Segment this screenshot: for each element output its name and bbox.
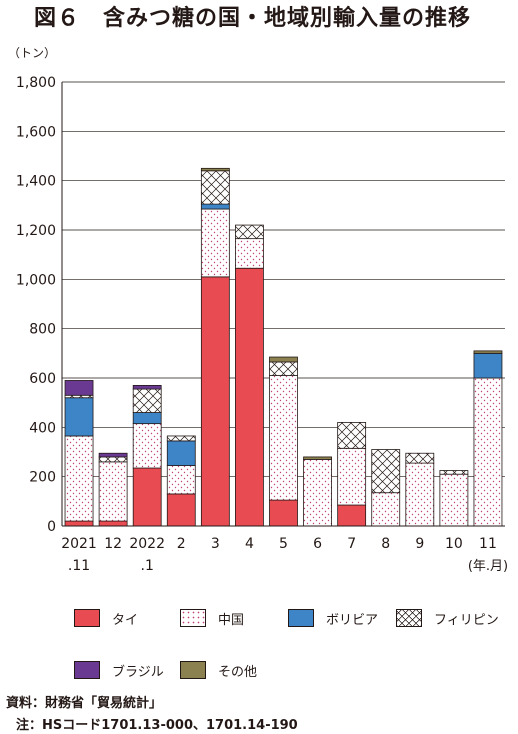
bar-segment-china xyxy=(269,375,298,501)
legend-swatch-bolivia xyxy=(288,609,314,627)
y-tick-label: 200 xyxy=(29,470,56,486)
x-tick-label: 2022 xyxy=(129,536,165,552)
legend-item-china: 中国 xyxy=(180,608,244,628)
bar-segment-china xyxy=(337,447,367,506)
bar-segment-other xyxy=(473,350,503,354)
bar-segment-philippines xyxy=(269,361,298,376)
bar-segment-thai xyxy=(166,493,196,527)
bar-segment-philippines xyxy=(439,470,469,475)
bar-segment-philippines xyxy=(132,388,162,413)
bar-segment-china xyxy=(235,238,264,269)
bar-segment-bolivia xyxy=(473,352,503,379)
legend-item-thai: タイ xyxy=(74,608,138,628)
bar-segment-china xyxy=(98,461,128,522)
y-tick-label: 1,800 xyxy=(16,75,56,91)
bar-segment-china xyxy=(132,423,162,469)
source-text: 資料：財務省「貿易統計」 xyxy=(6,696,163,711)
x-tick-label: 8 xyxy=(381,536,390,552)
x-tick-label: 9 xyxy=(415,536,424,552)
bar-segment-brazil xyxy=(64,380,94,396)
x-tick-label: 7 xyxy=(347,536,356,552)
legend-swatch-thai xyxy=(74,609,100,627)
bar-segment-china xyxy=(405,462,435,527)
legend-item-other: その他 xyxy=(180,660,257,680)
y-tick-label: 1,400 xyxy=(16,174,56,190)
legend-label: フィリピン xyxy=(434,612,499,628)
legend-swatch-philippines xyxy=(396,609,422,627)
y-tick-label: 1,200 xyxy=(16,223,56,239)
x-tick-label: 11 xyxy=(479,536,497,552)
bar-segment-philippines xyxy=(98,456,128,463)
x-tick-label: .1 xyxy=(141,558,154,574)
x-axis-unit-label: (年.月) xyxy=(468,559,508,574)
legend-label: ボリビア xyxy=(326,612,379,628)
legend-item-bolivia: ボリビア xyxy=(288,608,378,628)
x-tick-label: .11 xyxy=(68,558,90,574)
bar-segment-thai xyxy=(64,520,94,527)
legend-swatch-other xyxy=(180,661,206,679)
legend-item-philippines: フィリピン xyxy=(396,608,499,628)
y-tick-label: 600 xyxy=(29,371,56,387)
bar-segment-philippines xyxy=(371,449,401,494)
y-tick-label: 400 xyxy=(29,420,56,436)
y-tick-label: 1,600 xyxy=(16,124,56,140)
legend-swatch-brazil xyxy=(74,661,100,679)
bar-segment-philippines xyxy=(166,435,196,442)
x-tick-label: 2 xyxy=(177,536,186,552)
bar-segment-bolivia xyxy=(132,412,162,425)
bar-segment-thai xyxy=(200,276,230,527)
legend-label: ブラジル xyxy=(112,664,164,680)
bar-segment-thai xyxy=(269,499,298,527)
bar-chart: 0 200 400 600 800 1,000 1,200 1,400 1,600 1,800 20… xyxy=(16,75,508,574)
chart-title: 図６ 含みつ糖の国・地域別輸入量の推移 xyxy=(34,6,472,31)
bar-segment-thai xyxy=(132,467,162,527)
bar-segment-thai xyxy=(337,504,367,527)
bar-segment-philippines xyxy=(337,421,367,449)
bar-segment-china xyxy=(200,208,230,278)
x-tick-label: 3 xyxy=(211,536,220,552)
x-tick-label: 5 xyxy=(279,536,288,552)
bar-segment-philippines xyxy=(235,224,264,240)
legend-label: タイ xyxy=(112,612,139,628)
bar-segment-china xyxy=(371,492,401,527)
y-axis-unit-label: （トン） xyxy=(8,46,57,60)
legend-label: 中国 xyxy=(218,612,245,628)
bar-segment-other xyxy=(303,456,332,460)
y-tick-label: 800 xyxy=(29,322,56,338)
y-tick-label: 0 xyxy=(47,519,56,535)
bar-segment-china xyxy=(473,377,503,527)
y-tick-label: 1,000 xyxy=(16,272,56,288)
x-tick-label: 4 xyxy=(245,536,254,552)
x-tick-label: 6 xyxy=(313,536,322,552)
bar-segment-other xyxy=(200,167,230,172)
legend-swatch-china xyxy=(180,609,206,627)
legend-item-brazil: ブラジル xyxy=(74,660,164,680)
bar-segment-philippines xyxy=(405,452,435,464)
x-tick-label: 12 xyxy=(104,536,122,552)
note-text: 注：HSコード1701.13-000、1701.14-190 xyxy=(16,718,298,733)
bar-segment-china xyxy=(303,458,332,527)
bar-segment-philippines xyxy=(200,170,230,205)
legend-label: その他 xyxy=(218,664,258,680)
bar-segment-china xyxy=(166,465,196,495)
bar-segment-bolivia xyxy=(200,203,230,210)
bar-segment-china xyxy=(64,435,94,522)
bar-segment-brazil xyxy=(98,452,128,458)
bar-segment-thai xyxy=(98,520,128,527)
bar-segment-brazil xyxy=(132,384,162,390)
x-tick-label: 2021 xyxy=(61,536,97,552)
bar-segment-other xyxy=(269,356,298,363)
bar-segment-bolivia xyxy=(166,440,196,466)
x-tick-label: 10 xyxy=(445,536,463,552)
bar-segment-bolivia xyxy=(64,397,94,437)
bar-segment-thai xyxy=(235,267,264,527)
bar-segment-china xyxy=(439,473,469,527)
